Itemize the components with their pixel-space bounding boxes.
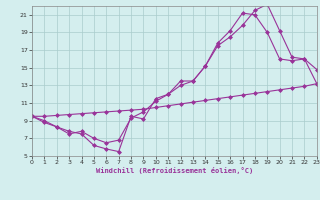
X-axis label: Windchill (Refroidissement éolien,°C): Windchill (Refroidissement éolien,°C) bbox=[96, 167, 253, 174]
